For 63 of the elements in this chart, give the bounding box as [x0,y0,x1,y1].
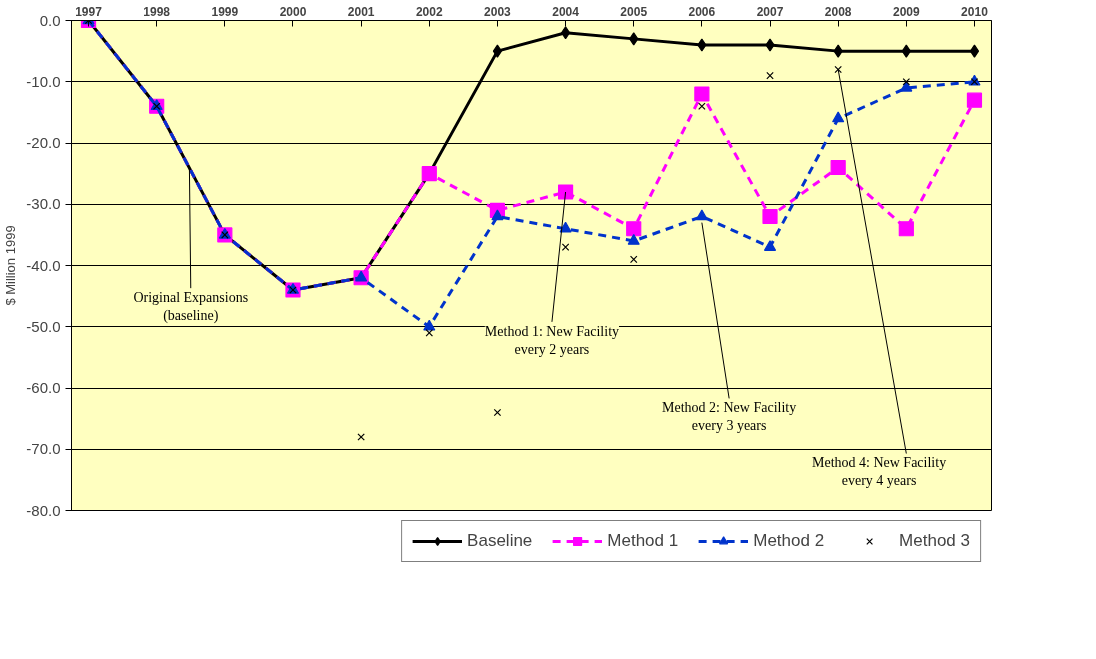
y-tick-label: -30.0 [26,195,61,213]
point [901,44,911,58]
point [698,102,706,111]
y-tick-label: -40.0 [26,256,61,274]
x-tick-label: 2001 [347,4,375,19]
point [491,209,504,221]
point [425,329,434,337]
x-tick-label: 2007 [756,4,784,19]
point [493,408,502,417]
point [561,243,570,251]
annotation: Method 2: New Facility every 3 years [662,400,797,434]
point [898,221,914,237]
point [629,255,638,264]
point [830,159,846,176]
point [559,221,572,233]
y-tick-label: -60.0 [26,379,61,396]
legend-label: Method 3 [899,531,970,551]
y-tick-label: -20.0 [26,134,61,151]
x-tick-label: 1999 [211,4,239,19]
point [423,319,436,331]
x-tick-label: 2005 [620,4,648,19]
annotation: Original Expansions (baseline) [133,290,249,324]
point [966,92,983,108]
point [694,86,710,102]
x-tick-label: 2002 [415,4,443,19]
point [766,71,774,80]
x-tick-label: 2006 [688,4,716,19]
point [969,44,980,58]
y-tick-label: 0.0 [39,11,61,29]
point [832,111,845,123]
point [629,32,639,46]
point [626,221,642,237]
point [834,65,842,74]
y-tick-label: -80.0 [26,501,61,519]
point [765,38,775,52]
annotation: Method 4: New Facility every 4 years [811,455,947,489]
y-tick-label: -50.0 [26,317,61,335]
point [900,80,913,92]
point [762,208,778,225]
point [833,44,843,58]
point [357,433,365,441]
x-tick-label: 2010 [961,4,989,19]
x-tick-label: 2000 [279,4,307,19]
legend-label: Method 2 [753,531,825,551]
x-tick-label: 2009 [892,4,920,19]
annotation: Method 1: New Facility every 2 years [484,323,620,357]
y-tick-label: -10.0 [26,72,61,90]
x-tick-label: 2003 [484,4,512,19]
point [697,38,707,52]
x-tick-label: 1998 [143,4,171,19]
point [627,234,640,245]
x-tick-label: 1997 [75,4,103,19]
point [763,240,777,251]
point [557,184,574,200]
point [492,44,503,58]
x-tick-label: 2008 [824,4,852,19]
legend-label: Method 1 [607,531,679,551]
legend-label: Baseline [467,531,533,551]
x-tick-label: 2004 [552,4,580,19]
point [695,209,708,221]
y-tick-label: -70.0 [26,440,61,458]
point [560,26,571,40]
y-axis-title: $ Million 1999 [3,225,19,306]
